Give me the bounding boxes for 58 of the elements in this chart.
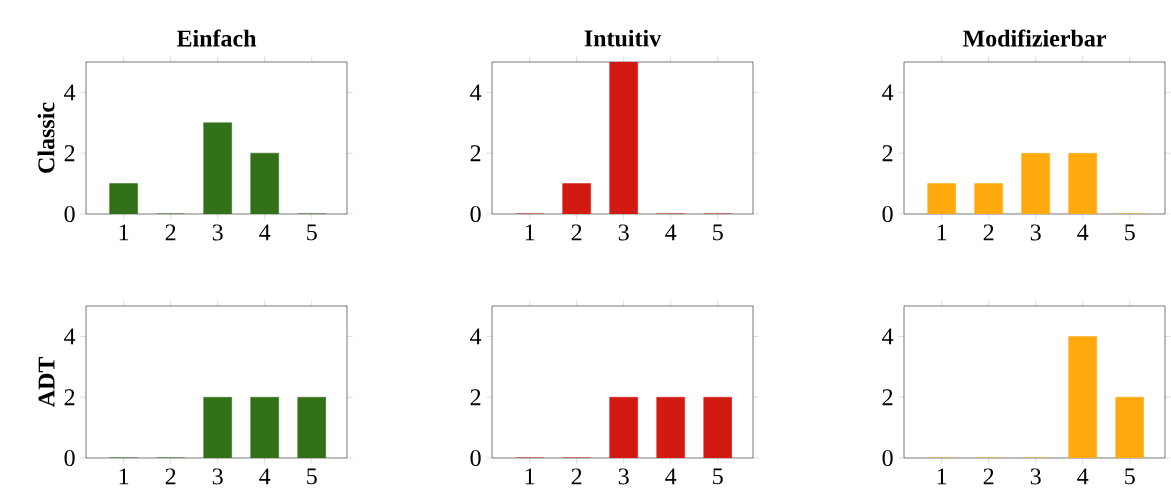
chart-title: Intuitiv bbox=[584, 29, 662, 47]
y-tick-label: 0 bbox=[64, 205, 75, 223]
x-tick-label: 1 bbox=[119, 468, 129, 485]
y-tick-label: 4 bbox=[882, 84, 894, 101]
y-tick-label: 4 bbox=[64, 84, 76, 101]
x-tick-label: 4 bbox=[259, 224, 271, 241]
x-tick-label: 4 bbox=[1077, 468, 1089, 485]
x-tick-label: 2 bbox=[165, 224, 176, 241]
chart-title: Modifizierbar bbox=[962, 29, 1106, 47]
bar bbox=[109, 183, 138, 214]
x-tick-label: 2 bbox=[983, 224, 994, 241]
x-tick-label: 5 bbox=[713, 468, 723, 485]
x-tick-label: 4 bbox=[259, 468, 271, 485]
x-tick-label: 3 bbox=[212, 468, 223, 485]
y-tick-label: 2 bbox=[64, 145, 75, 162]
x-tick-label: 1 bbox=[119, 224, 129, 241]
y-tick-label: 2 bbox=[470, 145, 481, 162]
y-tick-label: 2 bbox=[64, 389, 75, 406]
x-tick-label: 3 bbox=[618, 468, 629, 485]
y-tick-label: 0 bbox=[470, 449, 481, 467]
x-tick-label: 1 bbox=[937, 468, 947, 485]
y-axis-title: ADT bbox=[38, 357, 55, 408]
x-tick-label: 5 bbox=[1125, 468, 1135, 485]
y-tick-label: 4 bbox=[470, 328, 482, 345]
y-tick-label: 0 bbox=[882, 205, 893, 223]
x-tick-label: 5 bbox=[307, 468, 317, 485]
x-tick-label: 2 bbox=[983, 468, 994, 485]
x-tick-label: 2 bbox=[571, 468, 582, 485]
y-tick-label: 4 bbox=[470, 84, 482, 101]
bar bbox=[562, 183, 591, 214]
x-tick-label: 4 bbox=[1077, 224, 1089, 241]
bar bbox=[609, 62, 638, 214]
x-tick-label: 5 bbox=[1125, 224, 1135, 241]
y-axis-title: Classic bbox=[37, 102, 55, 173]
x-tick-label: 5 bbox=[713, 224, 723, 241]
y-tick-label: 4 bbox=[64, 328, 76, 345]
x-tick-label: 1 bbox=[937, 224, 947, 241]
y-tick-label: 0 bbox=[470, 205, 481, 223]
y-tick-label: 4 bbox=[882, 328, 894, 345]
x-tick-label: 2 bbox=[571, 224, 582, 241]
y-tick-label: 2 bbox=[882, 145, 893, 162]
y-tick-label: 0 bbox=[64, 449, 75, 467]
y-tick-label: 2 bbox=[882, 389, 893, 406]
bar bbox=[250, 152, 279, 214]
chart-title: Einfach bbox=[176, 29, 257, 47]
x-tick-label: 2 bbox=[165, 468, 176, 485]
x-tick-label: 4 bbox=[665, 224, 677, 241]
y-tick-label: 0 bbox=[882, 449, 893, 467]
x-tick-label: 3 bbox=[1030, 224, 1041, 241]
bar bbox=[203, 122, 232, 214]
y-tick-label: 2 bbox=[470, 389, 481, 406]
x-tick-label: 3 bbox=[1030, 468, 1041, 485]
x-tick-label: 1 bbox=[525, 468, 535, 485]
x-tick-label: 3 bbox=[618, 224, 629, 241]
x-tick-label: 4 bbox=[665, 468, 677, 485]
x-tick-label: 1 bbox=[525, 224, 535, 241]
x-tick-label: 3 bbox=[212, 224, 223, 241]
x-tick-label: 5 bbox=[307, 224, 317, 241]
